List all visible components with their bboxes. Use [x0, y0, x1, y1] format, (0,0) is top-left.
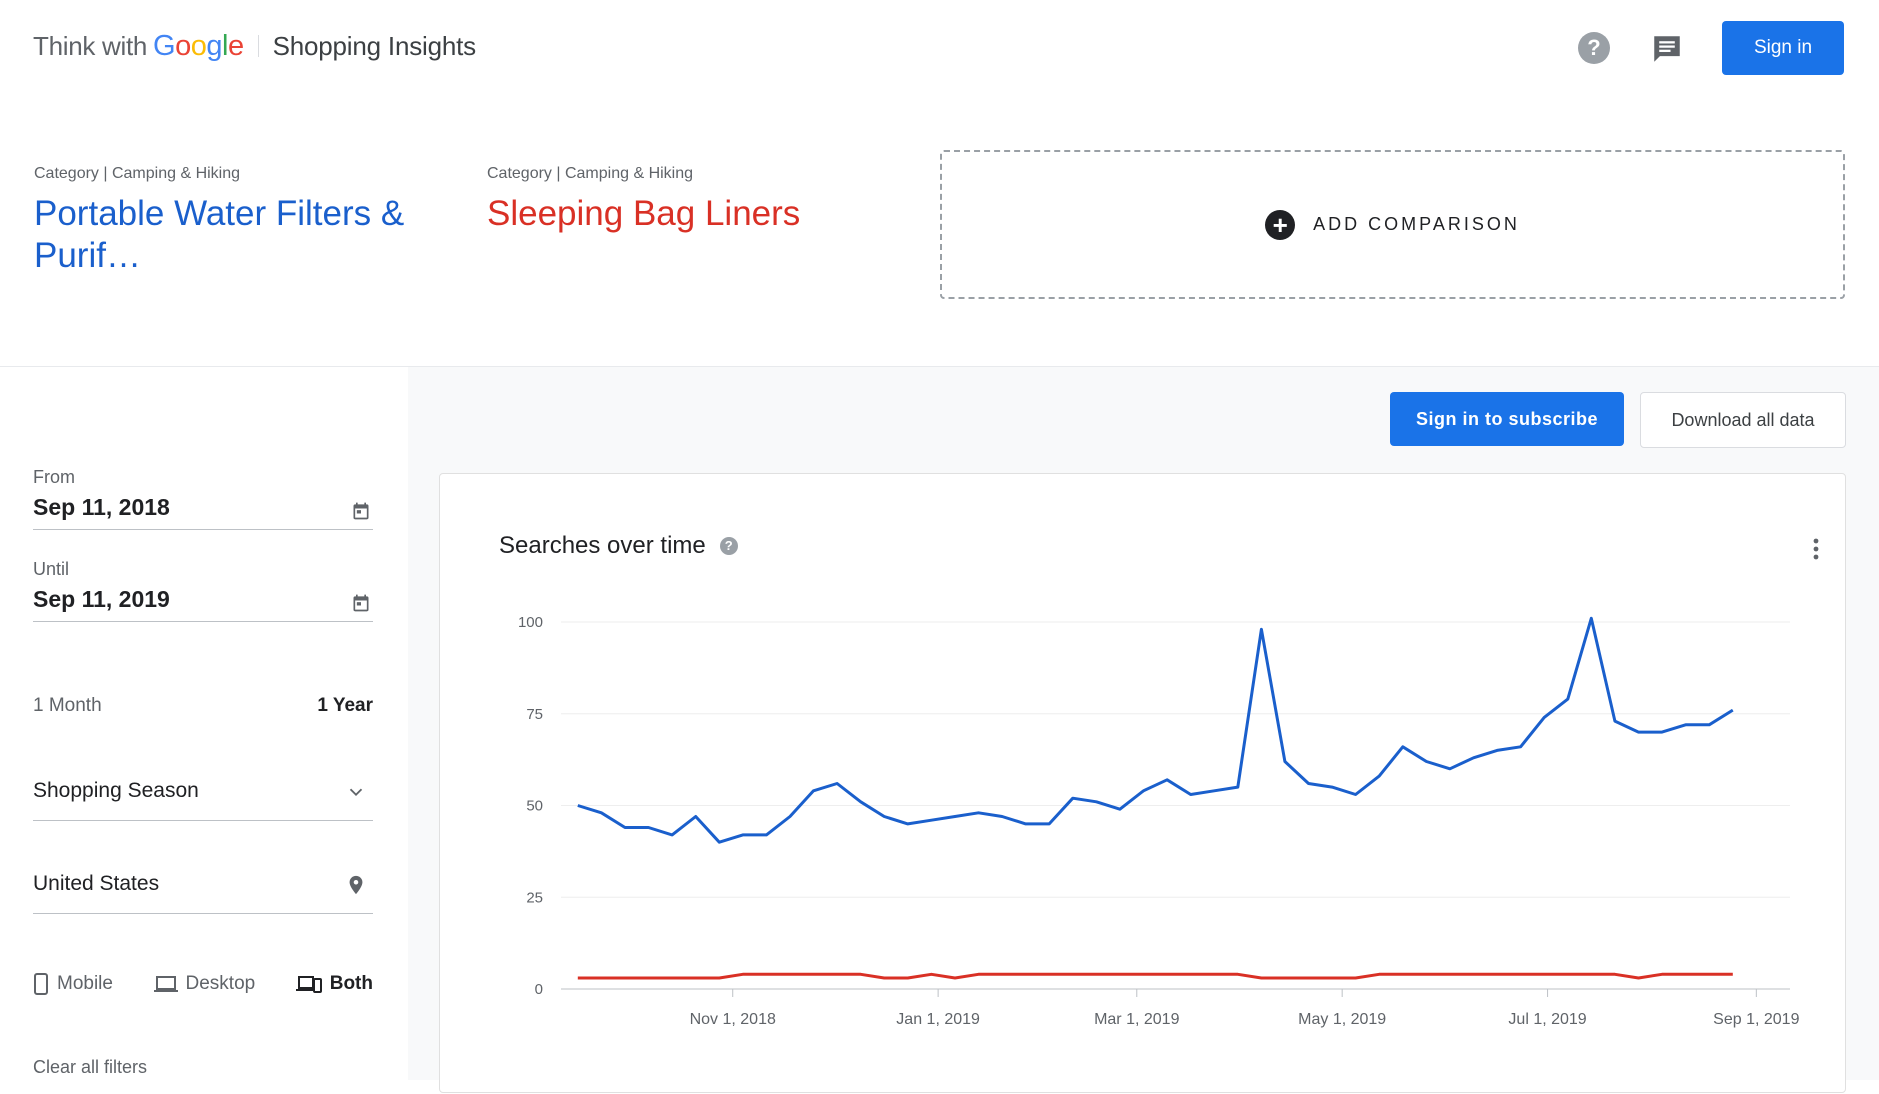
subscribe-button[interactable]: Sign in to subscribe — [1390, 392, 1624, 446]
x-tick-label: Jul 1, 2019 — [1508, 1011, 1586, 1028]
product-name: Shopping Insights — [272, 30, 477, 61]
x-tick-label: Nov 1, 2018 — [690, 1011, 776, 1028]
device-filter: Mobile Desktop Both — [33, 973, 373, 995]
until-label: Until — [33, 559, 70, 579]
shopping-season-select[interactable]: Shopping Season — [33, 761, 373, 821]
y-tick-label: 75 — [526, 706, 543, 723]
term-name[interactable]: Sleeping Bag Liners — [487, 194, 801, 233]
main-content: Sign in to subscribe Download all data S… — [408, 367, 1879, 1093]
help-circle-icon[interactable]: ? — [719, 537, 738, 555]
feedback-icon[interactable] — [1650, 32, 1684, 66]
shopping-season-value: Shopping Season — [33, 779, 199, 802]
term-category: Category | Camping & Hiking — [34, 165, 241, 182]
y-tick-label: 25 — [526, 889, 543, 906]
google-wordmark: Google — [153, 29, 244, 62]
add-comparison-button[interactable]: + ADD COMPARISON — [940, 150, 1845, 299]
comparison-section: Category | Camping & Hiking Portable Wat… — [0, 92, 1879, 367]
until-date-field[interactable]: Until Sep 11, 2019 — [33, 559, 373, 622]
field-underline — [33, 529, 373, 530]
y-tick-label: 50 — [526, 798, 543, 815]
from-label: From — [33, 467, 75, 487]
laptop-icon — [153, 976, 178, 992]
until-date-value[interactable]: Sep 11, 2019 — [33, 586, 170, 612]
add-comparison-label: ADD COMPARISON — [1313, 214, 1520, 234]
chart-title: Searches over time — [499, 532, 706, 559]
y-tick-label: 0 — [535, 981, 543, 998]
mobile-icon — [34, 973, 48, 995]
location-value: United States — [33, 872, 160, 895]
plus-icon: + — [1265, 209, 1296, 240]
series-line-1 — [577, 616, 1734, 844]
more-vert-icon[interactable] — [1812, 537, 1820, 561]
x-tick-label: Sep 1, 2019 — [1713, 1011, 1799, 1028]
x-tick-label: Jan 1, 2019 — [896, 1011, 980, 1028]
chevron-down-icon — [349, 788, 363, 797]
device-desktop[interactable]: Desktop — [153, 973, 256, 995]
term-category: Category | Camping & Hiking — [487, 165, 694, 182]
calendar-icon[interactable] — [351, 593, 371, 613]
time-range-toggle: 1 Month 1 Year — [33, 695, 373, 717]
comparison-term-1[interactable]: Category | Camping & Hiking Portable Wat… — [34, 165, 464, 277]
x-tick-label: Mar 1, 2019 — [1094, 1011, 1179, 1028]
device-label: Both — [329, 973, 373, 994]
calendar-icon[interactable] — [351, 501, 371, 521]
download-data-button[interactable]: Download all data — [1640, 392, 1846, 448]
range-option-1-month[interactable]: 1 Month — [33, 695, 102, 716]
term-name[interactable]: Portable Water Filters & Purif… — [34, 194, 405, 275]
top-bar: Think with Google Shopping Insights ? Si… — [0, 0, 1879, 92]
device-label: Mobile — [57, 973, 113, 994]
sign-in-button[interactable]: Sign in — [1722, 21, 1844, 75]
location-pin-icon — [349, 875, 363, 895]
device-both[interactable]: Both — [295, 973, 373, 995]
location-select[interactable]: United States — [33, 854, 373, 914]
line-chart: 0 25 50 75 100 Nov 1, 2018 Jan 1, 2019 Mar 1, 2… — [518, 614, 1800, 1028]
x-tick-label: May 1, 2019 — [1298, 1011, 1386, 1028]
clear-filters-link[interactable]: Clear all filters — [33, 1057, 148, 1077]
from-date-value[interactable]: Sep 11, 2018 — [33, 494, 170, 520]
range-option-1-year[interactable]: 1 Year — [317, 695, 373, 716]
y-tick-label: 100 — [518, 614, 543, 631]
brand-logo[interactable]: Think with Google Shopping Insights — [33, 28, 476, 64]
filters-sidebar: From Sep 11, 2018 Until Sep 11, 2019 1 M… — [0, 367, 408, 1080]
brand-prefix: Think with — [33, 30, 148, 61]
help-icon[interactable]: ? — [1578, 32, 1610, 64]
chart-title-row: Searches over time ? — [499, 532, 738, 560]
field-underline — [33, 621, 373, 622]
devices-icon — [295, 976, 322, 993]
from-date-field[interactable]: From Sep 11, 2018 — [33, 467, 373, 530]
series-line-2 — [577, 972, 1733, 980]
brand-divider — [257, 35, 259, 57]
comparison-term-2[interactable]: Category | Camping & Hiking Sleeping Bag… — [487, 165, 917, 235]
searches-over-time-card: Searches over time ? 0 25 50 75 100 Nov 1, 20… — [439, 473, 1846, 1093]
device-label: Desktop — [185, 973, 256, 994]
device-mobile[interactable]: Mobile — [33, 973, 113, 995]
